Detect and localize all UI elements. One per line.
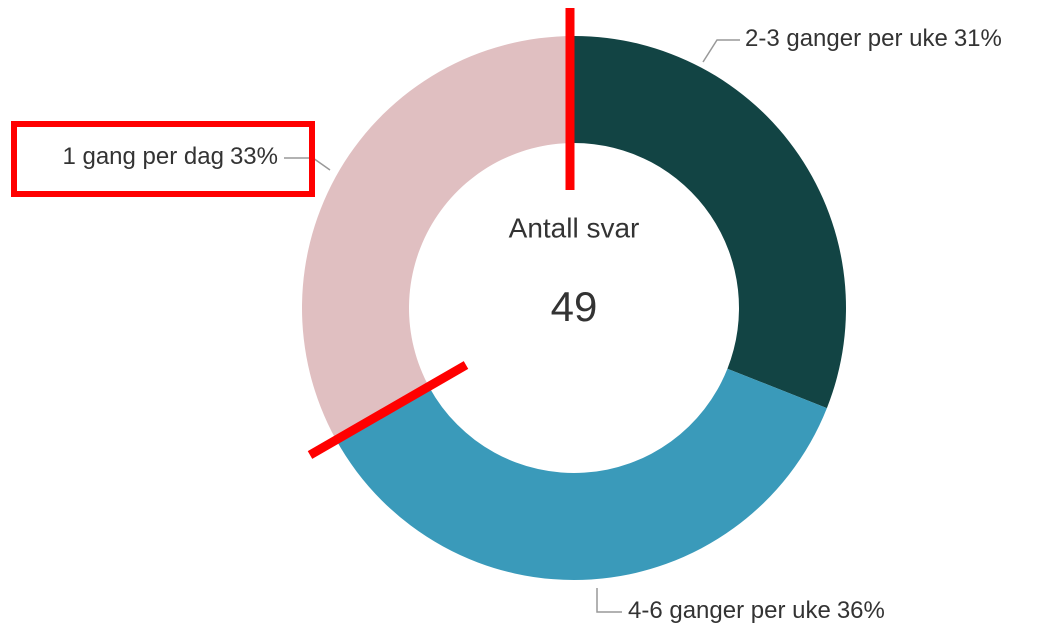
slice-label: 1 gang per dag 33% (62, 143, 278, 170)
value-label: 33% (230, 143, 278, 170)
center-value: 49 (551, 283, 598, 330)
slice (302, 36, 574, 440)
leader-line (596, 588, 622, 613)
annotation-box (11, 121, 315, 197)
leader-line (702, 39, 740, 63)
slice-label: 4-6 ganger per uke 36% (628, 597, 885, 624)
slice-label: 2-3 ganger per uke 31% (745, 25, 1002, 52)
slice (335, 368, 827, 580)
category-label: 4-6 ganger per uke (628, 597, 831, 624)
value-label: 36% (837, 597, 885, 624)
slice (574, 36, 846, 409)
category-label: 1 gang per dag (62, 143, 223, 170)
center-label: Antall svar (509, 212, 640, 243)
category-label: 2-3 ganger per uke (745, 25, 948, 52)
leader-line (284, 157, 331, 171)
annotation-line (307, 361, 469, 459)
value-label: 31% (954, 25, 1002, 52)
